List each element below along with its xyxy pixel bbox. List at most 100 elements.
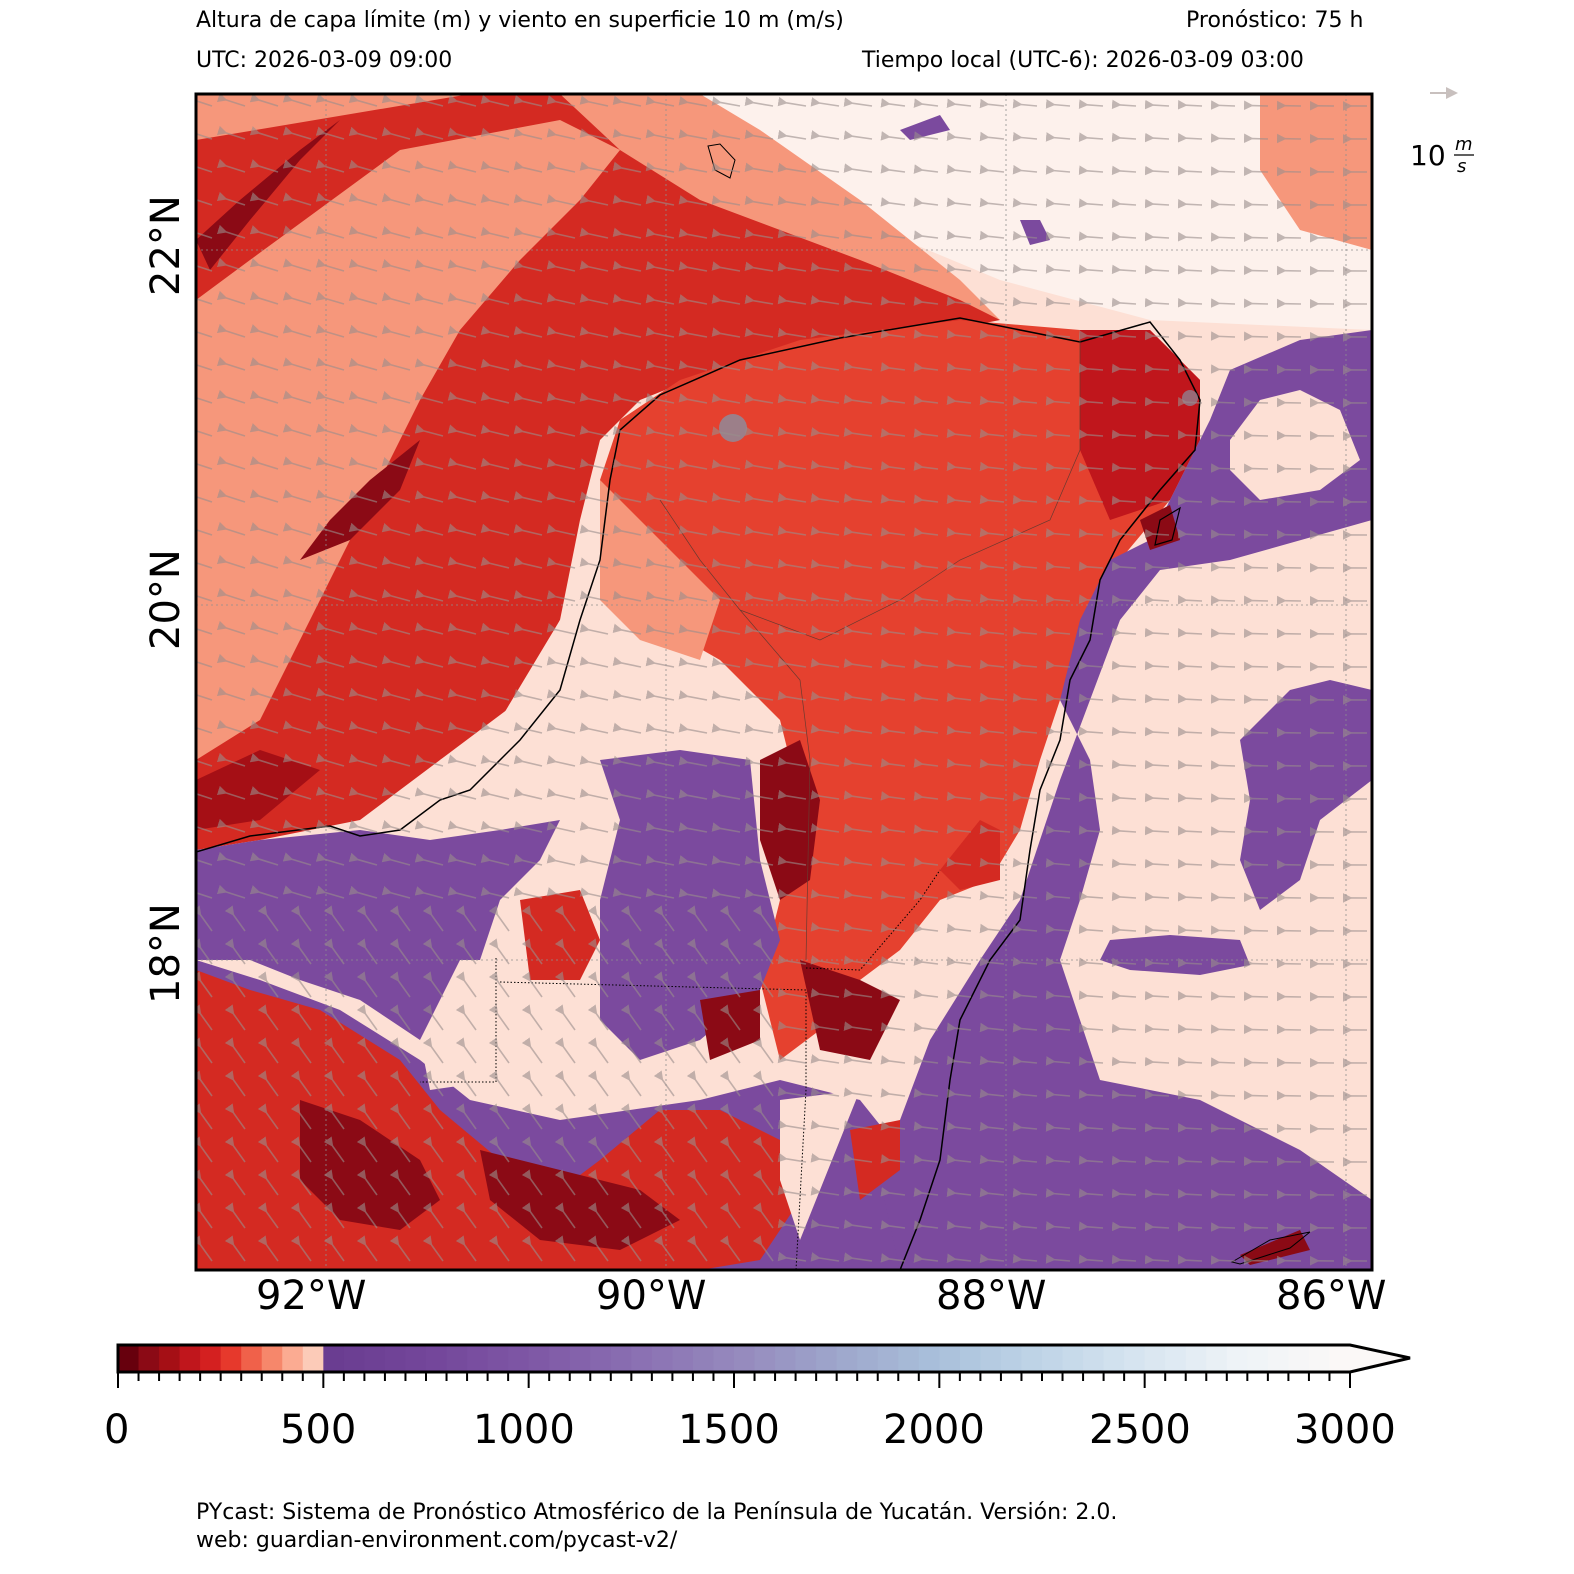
wind-arrow: [216, 653, 246, 668]
wind-arrow: [612, 425, 642, 437]
wind-arrow: [1177, 694, 1203, 704]
wind-arrow: [323, 1169, 345, 1196]
wind-arrow: [381, 721, 411, 734]
wind-arrow: [979, 560, 1005, 571]
wind-arrow: [1012, 923, 1038, 934]
wind-arrow: [810, 724, 840, 734]
wind-arrow: [612, 326, 642, 338]
wind-arrow: [752, 1070, 774, 1097]
wind-arrow: [620, 1235, 642, 1262]
wind-arrow: [777, 294, 807, 305]
wind-arrow: [447, 622, 477, 635]
wind-arrow: [843, 130, 873, 140]
wind-arrow: [913, 131, 939, 141]
colorbar-cell: [692, 1346, 715, 1371]
wind-arrow: [946, 1055, 972, 1066]
colorbar-cell: [1103, 1346, 1125, 1371]
wind-arrow: [389, 1103, 411, 1130]
wind-arrow: [356, 1037, 378, 1064]
wind-arrow: [612, 95, 642, 107]
colorbar-cell: [1042, 1346, 1064, 1371]
wind-arrow: [249, 390, 279, 404]
wind-arrow: [810, 1054, 840, 1064]
wind-arrow: [513, 622, 543, 635]
wind-arrow: [315, 126, 345, 140]
wind-arrow: [1078, 759, 1104, 769]
wind-arrow: [777, 1053, 807, 1064]
wind-arrow: [678, 129, 708, 140]
wind-arrow: [810, 361, 840, 371]
wind-arrow: [488, 1070, 510, 1097]
colorbar-cell: [1267, 1346, 1289, 1371]
wind-arrow: [381, 226, 411, 239]
wind-arrow: [1045, 396, 1071, 406]
wind-arrow: [196, 1136, 213, 1163]
wind-arrow: [645, 656, 675, 668]
wind-arrow: [546, 95, 576, 107]
wind-arrow: [1177, 892, 1203, 902]
wind-arrow: [381, 160, 411, 173]
wind-arrow: [1045, 594, 1071, 604]
wind-arrow: [249, 225, 279, 239]
wind-arrow: [880, 1055, 906, 1065]
wind-arrow: [447, 457, 477, 470]
wind-arrow: [645, 161, 675, 173]
wind-arrow: [752, 1136, 774, 1163]
wind-arrow: [1210, 826, 1236, 836]
wind-arrow: [480, 193, 510, 206]
wind-arrow: [513, 325, 543, 338]
wind-arrow: [447, 259, 477, 272]
wind-arrow: [1144, 528, 1170, 539]
wind-arrow: [587, 938, 609, 965]
wind-arrow: [282, 423, 312, 437]
wind-arrow: [843, 724, 873, 734]
wind-arrow: [744, 789, 774, 800]
wind-arrow: [979, 1121, 1005, 1132]
wind-arrow: [1111, 1155, 1137, 1166]
wind-arrow: [913, 197, 939, 207]
wind-arrow: [1111, 693, 1137, 704]
wind-arrow: [1012, 296, 1038, 307]
wind-arrow: [653, 1169, 675, 1196]
wind-arrow: [1210, 298, 1236, 308]
wind-arrow: [257, 1070, 279, 1097]
wind-arrow: [810, 1252, 840, 1262]
wind-arrow: [422, 905, 444, 932]
wind-arrow: [290, 1202, 312, 1229]
wind-arrow: [447, 358, 477, 371]
wind-arrow: [810, 394, 840, 404]
wind-arrow: [612, 656, 642, 668]
wind-arrow: [579, 194, 609, 206]
wind-arrow: [979, 923, 1005, 934]
wind-arrow: [356, 1103, 378, 1130]
wind-arrow: [381, 820, 411, 833]
wind-arrow: [216, 686, 246, 701]
wind-arrow: [414, 556, 444, 569]
wind-arrow: [711, 525, 741, 536]
wind-arrow: [719, 971, 741, 998]
wind-arrow: [1012, 989, 1038, 1000]
wind-arrow: [711, 327, 741, 338]
wind-arrow: [546, 755, 576, 767]
wind-arrow: [1012, 692, 1038, 703]
colorbar-cell: [713, 1346, 735, 1371]
wind-arrow: [480, 886, 510, 899]
wind-arrow: [290, 1235, 312, 1262]
wind-arrow: [546, 623, 576, 635]
wind-arrow: [315, 621, 345, 635]
wind-arrow: [1144, 759, 1170, 770]
wind-arrow: [546, 887, 576, 899]
wind-arrow: [979, 428, 1005, 439]
colorbar-label-2000: 2000: [883, 1407, 985, 1453]
wind-arrow: [282, 885, 312, 899]
colorbar-cell: [549, 1346, 571, 1371]
wind-arrow: [455, 1103, 477, 1130]
wind-arrow: [1144, 363, 1170, 374]
wind-arrow: [678, 294, 708, 305]
wind-arrow: [579, 689, 609, 701]
wind-arrow: [744, 459, 774, 470]
wind-arrow: [249, 654, 279, 668]
wind-arrow: [414, 589, 444, 602]
colorbar-cell: [467, 1346, 489, 1371]
wind-arrow: [1210, 1255, 1236, 1265]
